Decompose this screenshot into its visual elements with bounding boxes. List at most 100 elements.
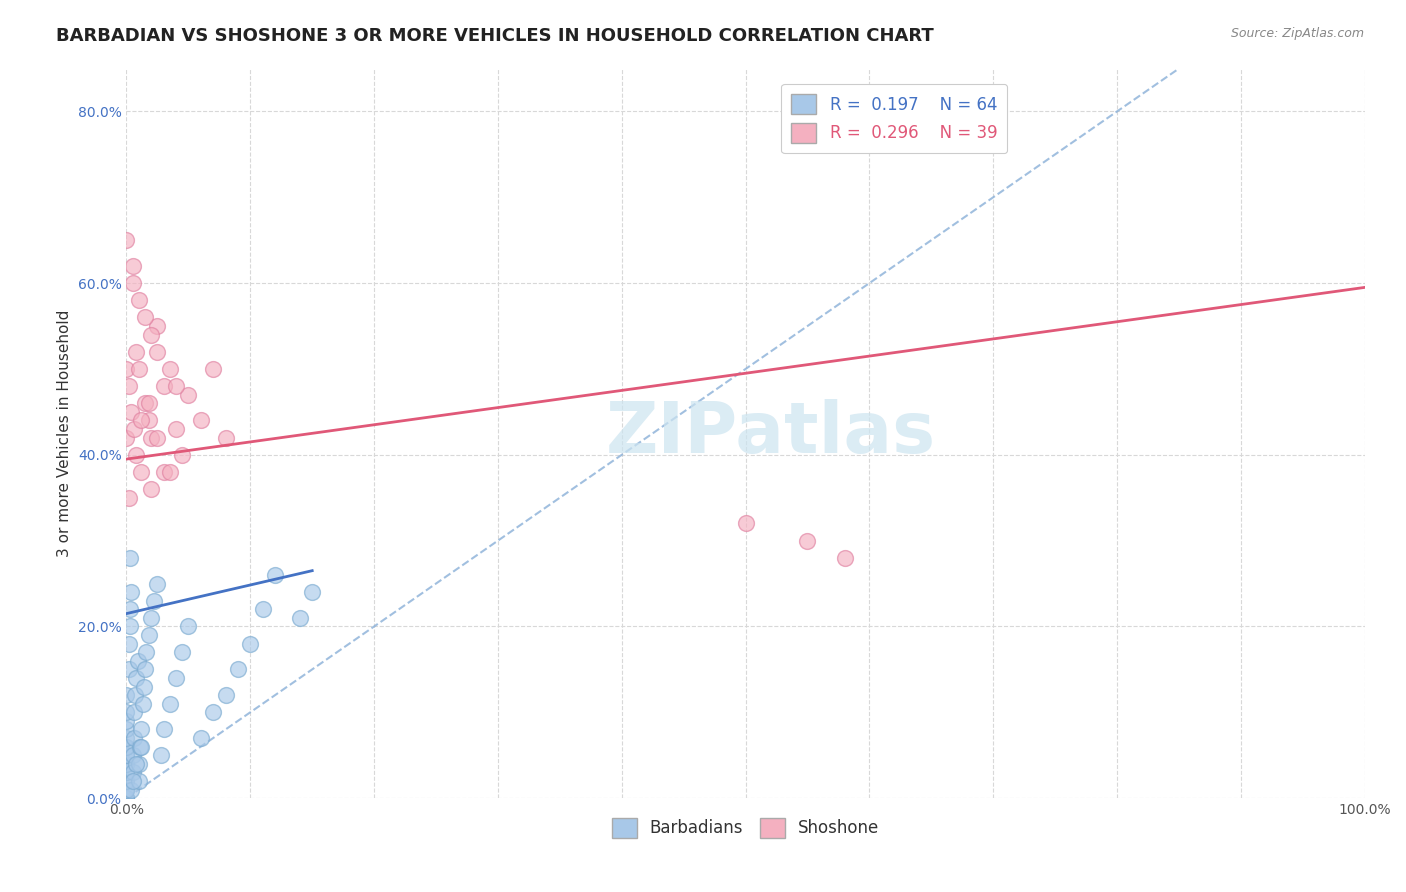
Point <box>131 465 153 479</box>
Point <box>202 362 225 376</box>
Point <box>115 765 138 780</box>
Point <box>159 362 181 376</box>
Point <box>120 782 142 797</box>
Point <box>141 327 163 342</box>
Point <box>115 233 138 247</box>
Point <box>120 619 142 633</box>
Point <box>202 706 225 720</box>
Point <box>239 637 262 651</box>
Point <box>152 723 174 737</box>
Point <box>115 714 138 728</box>
Point <box>138 628 160 642</box>
Point <box>115 739 138 754</box>
Point <box>115 774 138 789</box>
Point <box>121 276 143 290</box>
Point <box>150 748 173 763</box>
Point <box>226 662 249 676</box>
Text: Source: ZipAtlas.com: Source: ZipAtlas.com <box>1230 27 1364 40</box>
Point <box>115 756 138 771</box>
Point <box>115 362 138 376</box>
Point <box>165 671 187 685</box>
Point <box>135 645 157 659</box>
Point <box>115 782 138 797</box>
Point <box>190 413 212 427</box>
Point <box>125 671 148 685</box>
Point <box>115 791 138 805</box>
Text: BARBADIAN VS SHOSHONE 3 OR MORE VEHICLES IN HOUSEHOLD CORRELATION CHART: BARBADIAN VS SHOSHONE 3 OR MORE VEHICLES… <box>56 27 934 45</box>
Point <box>128 293 150 308</box>
Point <box>127 654 149 668</box>
Point <box>128 774 150 789</box>
Legend: Barbadians, Shoshone: Barbadians, Shoshone <box>605 811 886 845</box>
Point <box>121 259 143 273</box>
Point <box>288 611 311 625</box>
Point <box>146 344 169 359</box>
Point <box>734 516 756 531</box>
Point <box>115 706 138 720</box>
Point <box>125 344 148 359</box>
Point <box>115 723 138 737</box>
Point <box>120 550 142 565</box>
Point <box>125 448 148 462</box>
Point <box>122 731 145 745</box>
Point <box>146 576 169 591</box>
Point <box>159 697 181 711</box>
Point <box>138 396 160 410</box>
Point <box>172 448 194 462</box>
Point <box>120 602 142 616</box>
Point <box>141 431 163 445</box>
Point <box>134 310 156 325</box>
Point <box>264 568 287 582</box>
Point <box>301 585 323 599</box>
Point <box>128 756 150 771</box>
Point <box>177 619 200 633</box>
Point <box>115 748 138 763</box>
Point <box>214 688 236 702</box>
Point <box>115 739 138 754</box>
Point <box>121 774 143 789</box>
Point <box>115 431 138 445</box>
Point <box>252 602 274 616</box>
Point <box>190 731 212 745</box>
Point <box>141 482 163 496</box>
Point <box>121 748 143 763</box>
Point <box>115 765 138 780</box>
Point <box>131 739 153 754</box>
Point <box>138 413 160 427</box>
Point <box>165 379 187 393</box>
Point <box>125 756 148 771</box>
Point <box>131 697 153 711</box>
Point <box>134 396 156 410</box>
Point <box>121 765 143 780</box>
Point <box>118 662 141 676</box>
Point <box>115 748 138 763</box>
Point <box>146 431 169 445</box>
Point <box>115 774 138 789</box>
Point <box>115 756 138 771</box>
Point <box>172 645 194 659</box>
Point <box>159 465 181 479</box>
Point <box>118 637 141 651</box>
Point <box>131 723 153 737</box>
Point <box>115 731 138 745</box>
Point <box>146 319 169 334</box>
Point <box>142 593 165 607</box>
Point <box>120 585 142 599</box>
Point <box>115 688 138 702</box>
Point <box>134 662 156 676</box>
Point <box>214 431 236 445</box>
Point <box>122 706 145 720</box>
Point <box>152 379 174 393</box>
Point <box>132 680 155 694</box>
Point <box>834 550 856 565</box>
Point <box>141 611 163 625</box>
Point <box>124 688 146 702</box>
Point <box>129 739 152 754</box>
Point <box>122 422 145 436</box>
Text: ZIPatlas: ZIPatlas <box>605 399 935 467</box>
Point <box>177 387 200 401</box>
Point <box>118 379 141 393</box>
Point <box>115 791 138 805</box>
Point <box>131 413 153 427</box>
Point <box>165 422 187 436</box>
